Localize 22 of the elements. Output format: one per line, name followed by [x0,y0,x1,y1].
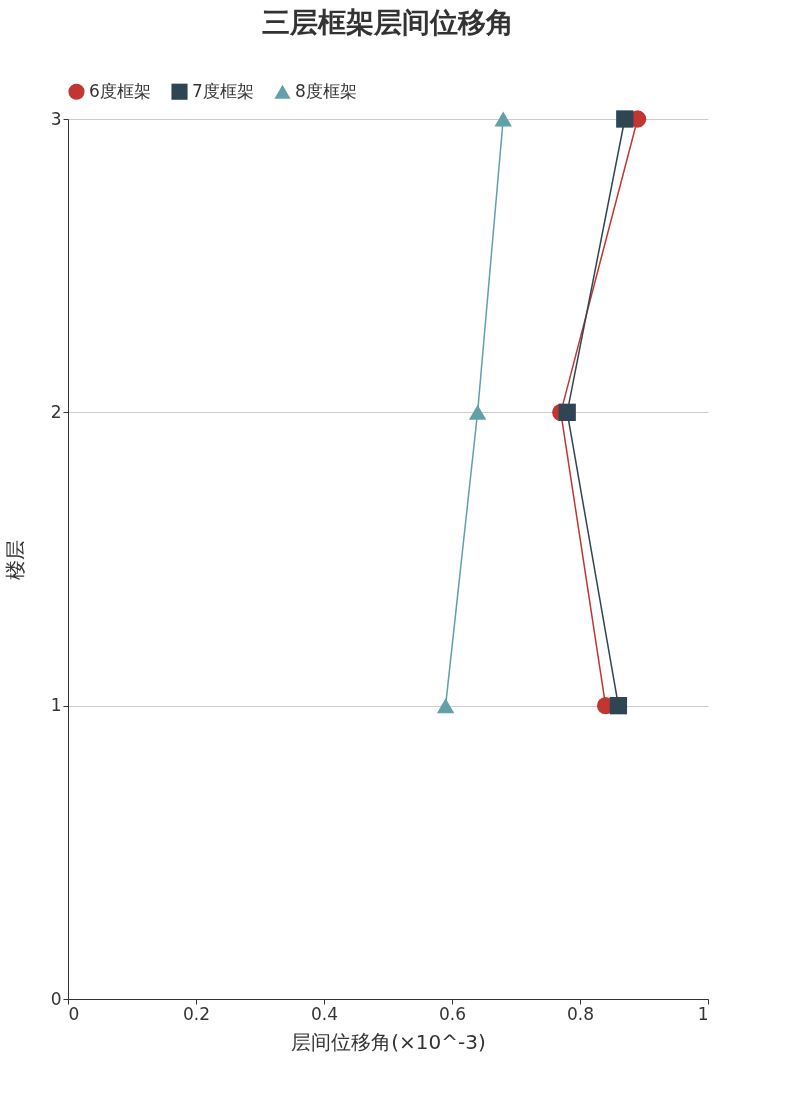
x-tick-label: 0 [68,1003,80,1024]
x-tick-label: 0.6 [438,1003,467,1024]
legend-label: 7度框架 [192,80,254,101]
y-axis-title: 楼层 [2,539,27,580]
y-tick-label: 2 [50,401,62,422]
legend-label: 8度框架 [295,80,357,101]
point [558,403,576,421]
x-axis-title: 层间位移角(×10^-3) [291,1029,486,1054]
x-tick-label: 0.4 [310,1003,339,1024]
point [609,697,628,715]
legend-label: 6度框架 [89,80,151,101]
point [468,404,487,420]
chart-title: 三层框架层间位移角 [262,6,514,39]
y-tick-label: 0 [50,988,62,1009]
x-tick-label: 1 [697,1003,709,1024]
point [494,111,512,127]
x-tick-label: 0.2 [182,1003,211,1024]
point [616,110,634,128]
y-tick-label: 1 [50,695,62,716]
y-tick-label: 3 [50,108,62,129]
x-tick-label: 0.8 [566,1003,595,1024]
point [436,698,455,714]
